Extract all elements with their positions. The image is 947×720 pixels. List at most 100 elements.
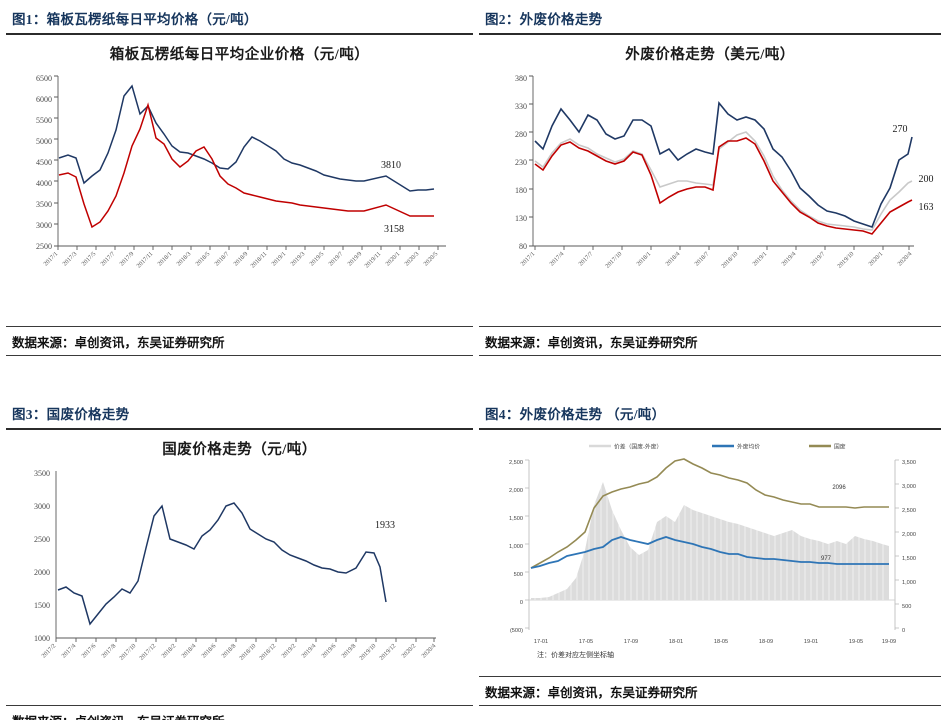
x-tick: 18-05 xyxy=(714,639,728,645)
legend-label-waifeijunjia: 外废均价 xyxy=(737,443,760,451)
y-tick: 80 xyxy=(519,242,527,251)
figure-3-caption: 图3：国废价格走势 xyxy=(12,407,130,422)
x-tick: 2018/11 xyxy=(249,250,268,269)
figure-panel-1: 图1：箱板瓦楞纸每日平均价格（元/吨） 箱板瓦楞纸每日平均企业价格（元/吨） 6… xyxy=(6,4,473,356)
figure-4-series-jiacha-hatch xyxy=(534,482,884,600)
y-tick: 330 xyxy=(515,102,527,111)
figure-4-label-2096: 2096 xyxy=(832,485,846,491)
x-tick: 2020/4 xyxy=(420,642,437,659)
figure-panel-2: 图2：外废价格走势 外废价格走势（美元/吨） 380 330 280 230 1… xyxy=(479,4,941,356)
figure-2-y-axis: 380 330 280 230 180 130 80 xyxy=(515,74,527,251)
figure-4-left-tickmarks xyxy=(525,459,529,629)
figure-2-closing-rule xyxy=(479,355,941,356)
figure-1-x-tickmarks xyxy=(57,246,439,250)
figure-4-caption: 图4：外废价格走势 （元/吨） xyxy=(485,407,666,422)
figure-2-plot: 380 330 280 230 180 130 80 xyxy=(515,74,934,270)
figure-2-source: 数据来源：卓创资讯，东吴证券研究所 xyxy=(485,336,698,350)
x-tick: 2017/4 xyxy=(548,250,565,267)
figure-3-chart: 国废价格走势（元/吨） 3500 3000 2500 2000 1500 100… xyxy=(6,430,473,705)
figure-4-plot: 价差（国废-外废） 外废均价 国废 2,500 2,000 1,500 1,00… xyxy=(509,443,916,660)
figure-1-plot: 6500 6000 5500 5000 4500 4000 3500 3000 … xyxy=(36,74,446,270)
x-tick: 2018/4 xyxy=(664,250,681,267)
figure-panel-3: 图3：国废价格走势 国废价格走势（元/吨） 3500 3000 2500 200… xyxy=(6,399,473,720)
figure-4-bottom-rule xyxy=(479,676,941,677)
figure-4-right-tickmarks xyxy=(895,459,899,629)
x-tick: 2019/12 xyxy=(378,642,397,661)
y-tick: 3000 xyxy=(36,221,52,230)
y-tick-right: 1,500 xyxy=(902,556,916,562)
y-tick: 4500 xyxy=(36,158,52,167)
figure-4-series-guofei-line xyxy=(530,458,889,569)
x-tick: 2017/9 xyxy=(118,250,135,267)
x-tick: 2020/4 xyxy=(896,250,913,267)
x-tick: 2018/10 xyxy=(238,642,257,661)
figure-panel-4: 图4：外废价格走势 （元/吨） 价差（国废-外废） 外废均价 国废 2,500 … xyxy=(479,399,941,706)
figure-4-note: 注：价差对应左侧坐标轴 xyxy=(537,650,614,659)
figure-2-series-oufei xyxy=(534,137,913,235)
x-tick: 2019/4 xyxy=(780,250,797,267)
y-tick: 6500 xyxy=(36,74,52,83)
y-tick: 3000 xyxy=(34,502,50,511)
figure-1-chart-title: 箱板瓦楞纸每日平均企业价格（元/吨） xyxy=(109,47,370,63)
x-tick: 2017/2 xyxy=(40,642,57,659)
figure-1-caption: 图1：箱板瓦楞纸每日平均价格（元/吨） xyxy=(12,12,258,27)
x-tick: 18-09 xyxy=(759,639,773,645)
x-tick: 2019/11 xyxy=(363,250,382,269)
y-tick: 1000 xyxy=(34,634,50,643)
x-tick: 2018/7 xyxy=(693,250,710,267)
figure-1-label-3810: 3810 xyxy=(381,160,401,171)
x-tick: 19-09 xyxy=(882,639,896,645)
figure-3-chart-title: 国废价格走势（元/吨） xyxy=(162,442,317,458)
y-tick: 3500 xyxy=(36,200,52,209)
x-tick: 2019/3 xyxy=(289,250,306,267)
y-tick: 2500 xyxy=(34,535,50,544)
y-tick: 2500 xyxy=(36,242,52,251)
x-tick: 2019/5 xyxy=(308,250,325,267)
y-tick-right: 0 xyxy=(902,628,905,634)
x-tick: 2017/1 xyxy=(42,250,59,267)
x-tick: 2019/4 xyxy=(300,642,317,659)
x-tick: 2017/3 xyxy=(61,250,78,267)
y-tick: 5000 xyxy=(36,137,52,146)
x-tick: 2018/9 xyxy=(232,250,249,267)
figure-1-y-axis: 6500 6000 5500 5000 4500 4000 3500 3000 … xyxy=(36,74,52,251)
y-tick-right: 500 xyxy=(902,604,911,610)
y-tick-left: 1,000 xyxy=(509,544,523,550)
figure-3-series-guofei xyxy=(57,502,387,626)
x-tick: 2020/3 xyxy=(403,250,420,267)
figure-2-series-meifei xyxy=(534,101,913,228)
figure-3-plot: 3500 3000 2500 2000 1500 1000 1933 2017/… xyxy=(34,469,437,662)
x-tick: 17-09 xyxy=(624,639,638,645)
y-tick-right: 2,000 xyxy=(902,532,916,538)
x-tick: 2019/6 xyxy=(320,642,337,659)
figure-2-top-rule xyxy=(479,33,941,35)
x-tick: 2019/7 xyxy=(327,250,344,267)
y-tick-left: 0 xyxy=(520,600,523,606)
x-tick: 2018/2 xyxy=(160,642,177,659)
x-tick: 2019/1 xyxy=(270,250,287,267)
x-tick: 2017/10 xyxy=(118,642,137,661)
x-tick: 2017/12 xyxy=(138,642,157,661)
figure-2-label-270: 270 xyxy=(893,124,908,135)
x-tick: 17-05 xyxy=(579,639,593,645)
figure-4-x-axis-labels: 17-01 17-05 17-09 18-01 18-05 18-09 19-0… xyxy=(534,639,896,645)
x-tick: 2018/4 xyxy=(180,642,197,659)
x-tick: 2020/5 xyxy=(422,250,439,267)
x-tick: 2020/1 xyxy=(867,250,884,267)
y-tick-right: 3,500 xyxy=(902,460,916,466)
x-tick: 2018/3 xyxy=(175,250,192,267)
figure-4-top-rule xyxy=(479,428,941,430)
x-tick: 2017/7 xyxy=(577,250,594,267)
figure-1-closing-rule xyxy=(6,355,473,356)
figure-1-source: 数据来源：卓创资讯，东吴证券研究所 xyxy=(12,336,225,350)
x-tick: 2018/10 xyxy=(720,250,739,269)
x-tick: 19-05 xyxy=(849,639,863,645)
figure-4-series-jiacha-area xyxy=(531,482,889,600)
y-tick-right: 3,000 xyxy=(902,484,916,490)
x-tick: 2018/12 xyxy=(258,642,277,661)
figure-4-source: 数据来源：卓创资讯，东吴证券研究所 xyxy=(485,686,698,700)
x-tick: 2017/4 xyxy=(60,642,77,659)
y-tick: 280 xyxy=(515,130,527,139)
figure-4-closing-rule xyxy=(479,705,941,706)
figure-2-chart: 外废价格走势（美元/吨） 380 330 280 230 180 130 80 xyxy=(479,35,941,326)
